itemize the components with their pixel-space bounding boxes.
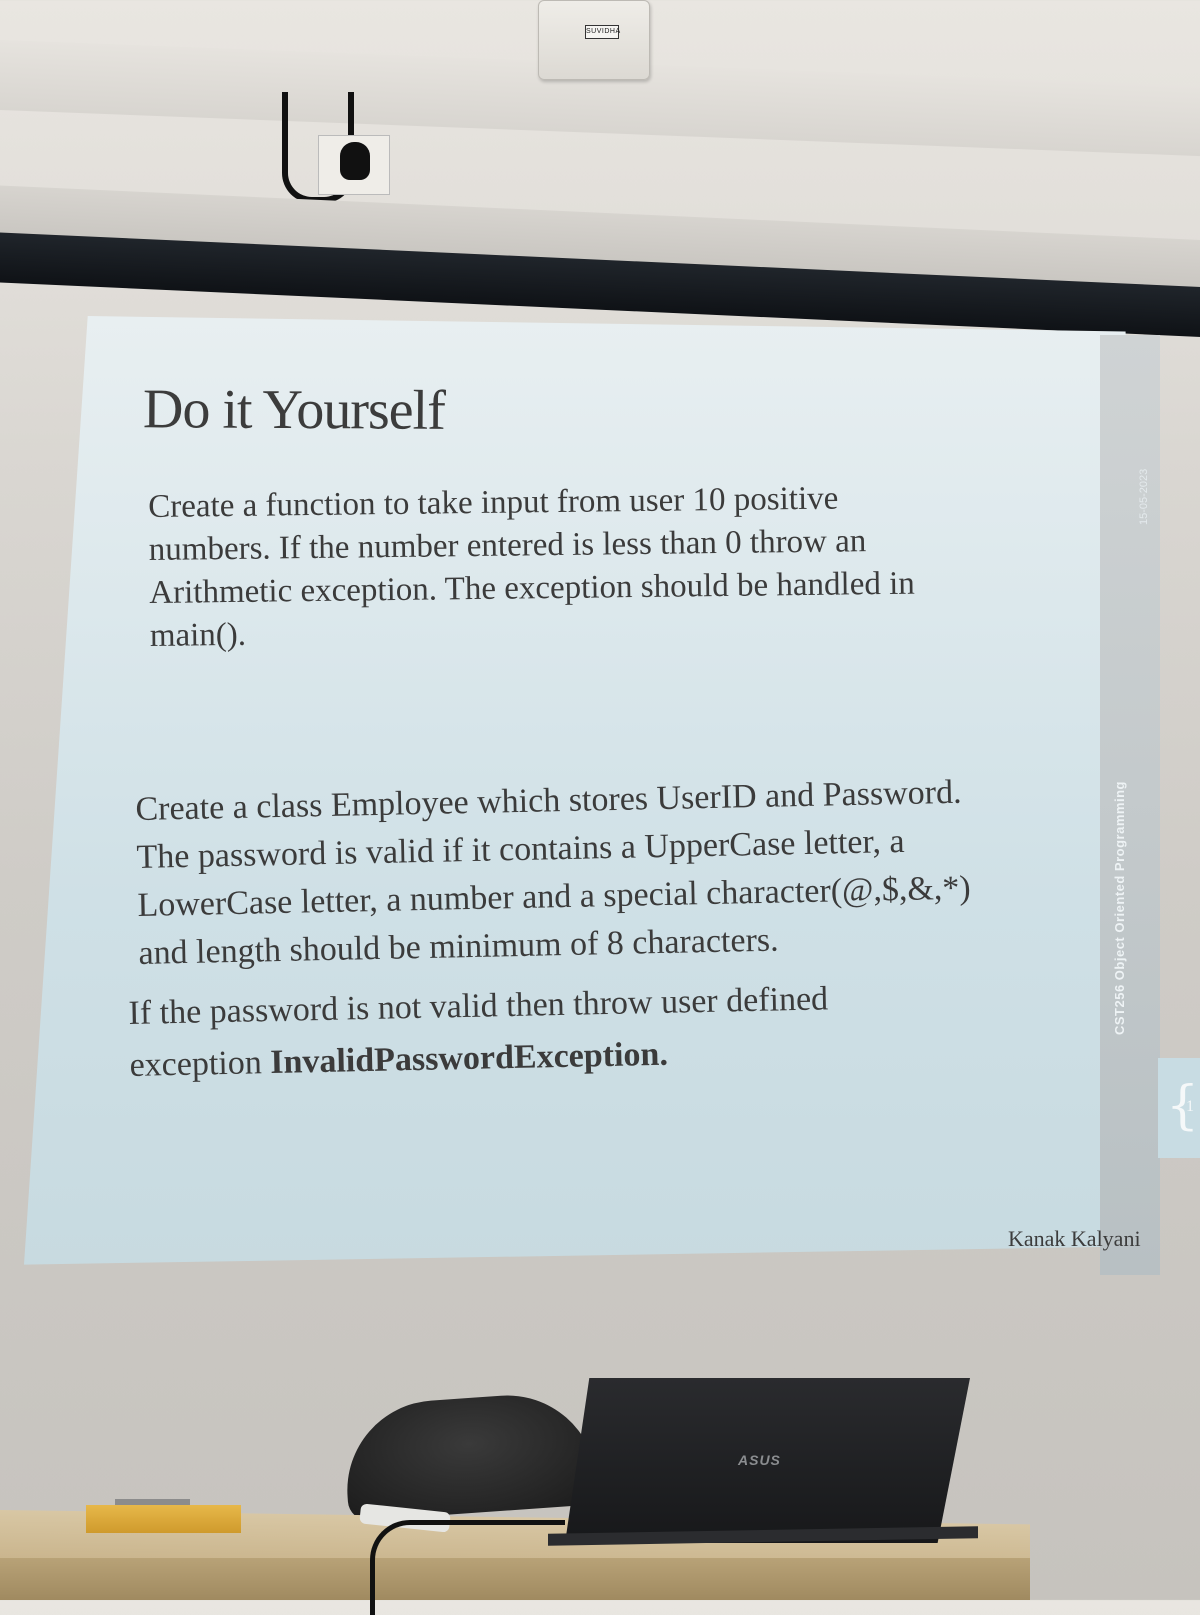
paragraph-period: . xyxy=(658,1035,669,1073)
slide-page-number: 1 xyxy=(1186,1098,1194,1115)
slide-side-date: 15-05-2023 xyxy=(1138,468,1150,525)
paragraph-invalid-password: If the password is not valid then throw … xyxy=(128,968,1070,1092)
slide-side-bar xyxy=(1100,335,1160,1275)
slide-side-label: CST256 Object Oriented Programming xyxy=(1112,781,1127,1035)
stapler xyxy=(115,1499,190,1505)
slide-page-tab xyxy=(1158,1058,1200,1158)
slide-author: Kanak Kalyani xyxy=(1008,1226,1141,1251)
switch-brand-label: SUVIDHA xyxy=(585,25,620,39)
power-plug xyxy=(340,142,370,180)
bracket-icon: { xyxy=(1166,1076,1200,1136)
exception-name: InvalidPasswordException xyxy=(269,1035,660,1082)
laptop-logo: ASUS xyxy=(738,1452,781,1468)
slide-title: Do it Yourself xyxy=(142,378,445,442)
desk-front xyxy=(0,1558,1030,1600)
paragraph-employee-task: Create a class Employee which stores Use… xyxy=(135,766,1079,978)
laptop-lid xyxy=(565,1378,970,1543)
laptop-cable xyxy=(370,1520,565,1615)
paragraph-text: exception xyxy=(129,1044,271,1084)
slide-background xyxy=(24,316,1148,1265)
switch-box xyxy=(538,0,650,80)
yellow-block xyxy=(86,1505,241,1533)
paragraph-exception-task: Create a function to take input from use… xyxy=(148,475,1050,658)
